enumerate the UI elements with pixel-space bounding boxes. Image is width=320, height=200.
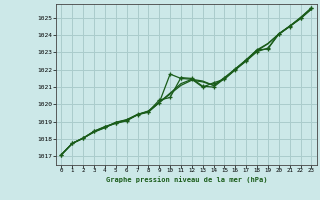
X-axis label: Graphe pression niveau de la mer (hPa): Graphe pression niveau de la mer (hPa)	[106, 176, 267, 183]
